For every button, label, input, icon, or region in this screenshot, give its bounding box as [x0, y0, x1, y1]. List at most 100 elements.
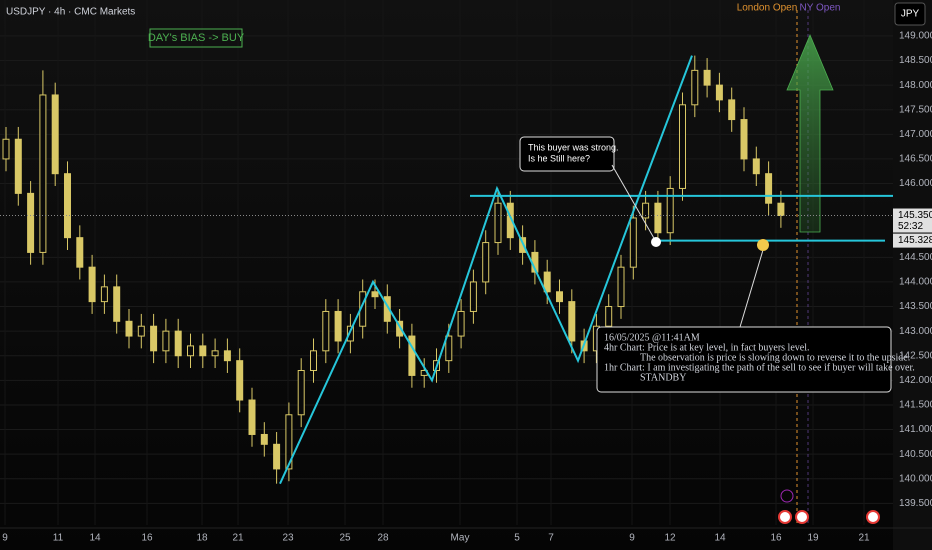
x-tick-label: 16 — [770, 533, 782, 544]
candle-body — [715, 84, 723, 101]
x-tick-label: 23 — [282, 533, 294, 544]
candle-body — [703, 69, 711, 86]
price-label-box — [893, 208, 932, 233]
candle-body — [777, 202, 785, 217]
candle-body — [445, 335, 453, 362]
x-tick-label: 11 — [53, 533, 64, 544]
y-tick-label: 141.500 — [899, 400, 932, 411]
currency: JPY — [901, 9, 920, 20]
x-tick-label: 25 — [339, 533, 351, 544]
candle-body — [728, 99, 736, 121]
price-label: 145.328 — [898, 235, 932, 246]
y-tick-label: 146.500 — [899, 154, 932, 165]
candle-body — [605, 306, 613, 327]
candle-body — [150, 325, 158, 352]
candle-body — [88, 266, 96, 303]
up-arrow — [786, 33, 834, 233]
marker-icon[interactable] — [651, 237, 661, 247]
event-icon[interactable] — [780, 489, 794, 503]
candle-body — [125, 320, 133, 337]
y-tick-label: 141.000 — [899, 424, 932, 435]
countdown: 52:32 — [898, 221, 923, 232]
candle-body — [211, 350, 219, 357]
y-tick-label: 148.500 — [899, 55, 932, 66]
y-tick-label: 142.000 — [899, 375, 932, 386]
candle-body — [174, 330, 182, 357]
candle-body — [457, 310, 465, 337]
candle-body — [346, 325, 354, 342]
y-tick-label: 148.000 — [899, 80, 932, 91]
candle-body — [248, 399, 256, 435]
candle-body — [568, 301, 576, 342]
candle-body — [199, 345, 207, 357]
price-label: 145.350 — [898, 210, 932, 221]
candle-body — [629, 217, 637, 268]
note-box — [596, 326, 892, 393]
x-tick-label: 7 — [548, 533, 554, 544]
y-tick-label: 143.500 — [899, 301, 932, 312]
bias-box — [149, 28, 243, 48]
candle-body — [691, 69, 699, 106]
candle-body — [14, 138, 22, 194]
x-tick-label: 9 — [629, 533, 635, 544]
y-tick-label: 140.000 — [899, 473, 932, 484]
candle-body — [76, 237, 84, 268]
note-pointer — [739, 249, 764, 328]
y-tick-label: 140.500 — [899, 449, 932, 460]
candle-body — [494, 202, 502, 244]
note-text: 16/05/2025 @11:41AM — [604, 332, 700, 343]
y-tick-label: 144.500 — [899, 252, 932, 263]
note-text: STANDBY — [640, 372, 686, 383]
candle-body — [113, 286, 121, 322]
x-tick-label: 21 — [858, 533, 870, 544]
candle-body — [137, 325, 145, 337]
y-tick-label: 147.500 — [899, 104, 932, 115]
callout-box — [519, 136, 615, 172]
currency-box[interactable] — [894, 2, 926, 26]
candle-body — [223, 350, 231, 362]
y-tick-label: 149.000 — [899, 31, 932, 42]
candle-body — [51, 94, 59, 175]
candle-body — [666, 187, 674, 234]
x-tick-label: 5 — [514, 533, 520, 544]
candle-body — [2, 138, 10, 160]
chart-title: USDJPY · 4h · CMC Markets — [6, 7, 135, 18]
event-icon[interactable] — [795, 510, 809, 524]
price-axis-bg — [893, 0, 932, 550]
candle-body — [39, 94, 47, 253]
y-tick-label: 143.000 — [899, 326, 932, 337]
x-tick-label: 14 — [714, 533, 726, 544]
event-icon[interactable] — [866, 510, 880, 524]
x-tick-label: 18 — [196, 533, 208, 544]
callout-pointer — [611, 164, 656, 241]
candle-body — [679, 104, 686, 189]
x-tick-label: 14 — [89, 533, 101, 544]
candle-body — [64, 173, 71, 239]
note-text: The observation is price is slowing down… — [640, 352, 910, 363]
candle-body — [260, 433, 268, 445]
session-label: NY Open — [800, 3, 841, 14]
x-tick-label: 28 — [377, 533, 389, 544]
candle-body — [27, 192, 35, 253]
y-tick-label: 147.000 — [899, 129, 932, 140]
note-text: 1hr Chart: I am investigating the path o… — [604, 362, 915, 373]
candle-body — [285, 414, 293, 470]
candle-body — [408, 335, 416, 376]
x-tick-label: 16 — [141, 533, 153, 544]
y-tick-label: 146.000 — [899, 178, 932, 189]
candle-body — [654, 202, 662, 234]
x-tick-label: 21 — [232, 533, 244, 544]
candle-body — [765, 173, 773, 204]
emoji-icon[interactable] — [757, 239, 769, 251]
callout-text: Is he Still here? — [528, 153, 590, 163]
event-icon[interactable] — [778, 510, 792, 524]
x-tick-label: 9 — [2, 533, 8, 544]
zigzag-line — [279, 55, 693, 485]
candle-body — [162, 330, 170, 352]
y-tick-label: 144.000 — [899, 277, 932, 288]
session-label: London Open — [737, 3, 798, 14]
callout-text: This buyer was strong. — [528, 142, 619, 152]
candle-body — [482, 242, 490, 283]
